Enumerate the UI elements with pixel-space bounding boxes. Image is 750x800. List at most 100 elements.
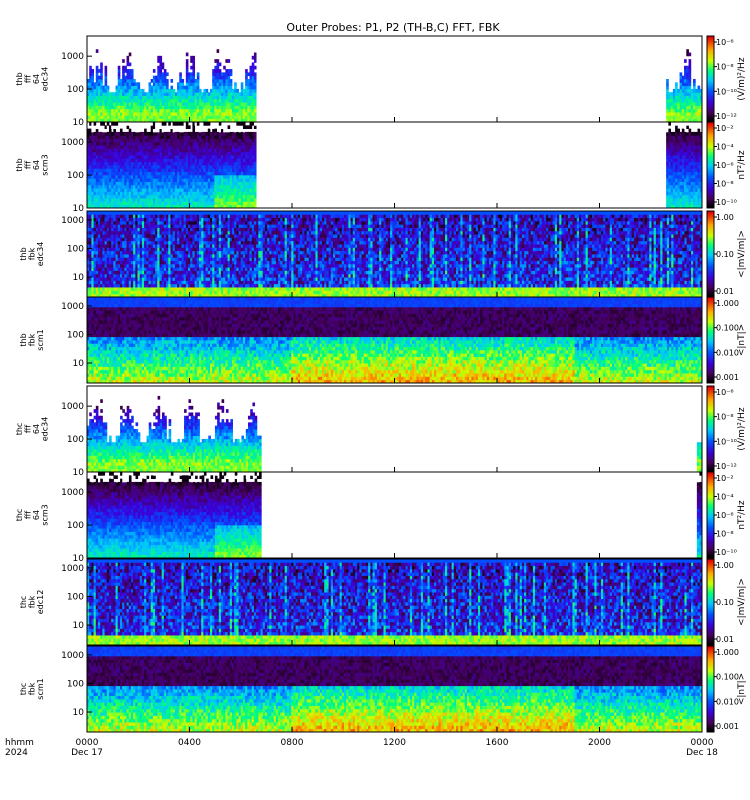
heat-cell xyxy=(695,175,698,179)
colorbar: 10⁻⁶10⁻⁸10⁻¹⁰10⁻¹²(V/m)²/Hz xyxy=(707,36,747,122)
heat-cell xyxy=(107,89,110,93)
heat-cell xyxy=(675,172,678,176)
heat-cell xyxy=(695,182,698,186)
heat-cell xyxy=(208,129,211,133)
heat-cell xyxy=(120,129,123,133)
panel-0: thbfff64edc3410001001010⁻⁶10⁻⁸10⁻¹⁰10⁻¹²… xyxy=(15,36,747,128)
heat-cell xyxy=(94,122,97,126)
heat-cell xyxy=(91,72,94,76)
heat-cell xyxy=(208,122,211,126)
heat-cell xyxy=(219,69,222,73)
heat-cell xyxy=(170,79,173,83)
heat-cell xyxy=(105,79,108,83)
heat-cell xyxy=(252,69,255,73)
heat-cell xyxy=(243,122,246,126)
heat-cell xyxy=(686,86,689,90)
heat-cell xyxy=(254,102,257,106)
heat-cell xyxy=(695,139,698,143)
heat-cell xyxy=(695,158,698,162)
panel-ylabel: thbfbkedc34 xyxy=(19,242,45,267)
heat-cell xyxy=(698,129,701,133)
heat-cell xyxy=(254,139,257,143)
heat-cell xyxy=(689,129,692,133)
heat-cell xyxy=(214,122,217,126)
heat-cell xyxy=(217,49,220,53)
heat-cell xyxy=(686,96,689,100)
heat-cell xyxy=(686,182,689,186)
heat-cell xyxy=(686,66,689,70)
heat-cell xyxy=(199,129,202,133)
heat-cell xyxy=(668,129,671,133)
heat-cell xyxy=(675,145,678,149)
heat-cell xyxy=(122,59,125,63)
heat-cell xyxy=(234,86,237,90)
panels-group: thbfff64edc3410001001010⁻⁶10⁻⁸10⁻¹⁰10⁻¹²… xyxy=(15,36,747,732)
heat-cell xyxy=(162,66,165,70)
heat-cell xyxy=(675,112,678,116)
heat-cell xyxy=(686,172,689,176)
heat-cell xyxy=(105,69,108,73)
heat-cell xyxy=(686,82,689,86)
heat-cell xyxy=(254,132,257,136)
heat-cell xyxy=(695,152,698,156)
heat-cell xyxy=(100,82,103,86)
panel-1: thbfff64scm310001001010⁻²10⁻⁴10⁻⁶10⁻⁸10⁻… xyxy=(15,122,747,214)
heat-cell xyxy=(254,142,257,146)
heat-cell xyxy=(666,89,669,93)
heat-cell xyxy=(234,82,237,86)
heat-cell xyxy=(686,198,689,202)
heat-cell xyxy=(105,66,108,70)
heat-cell xyxy=(675,132,678,136)
heat-cell xyxy=(698,86,701,90)
heat-cell xyxy=(91,125,94,129)
heat-cell xyxy=(254,182,257,186)
heat-cell xyxy=(254,195,257,199)
heat-cell xyxy=(166,86,169,90)
heat-cell xyxy=(105,129,108,133)
heat-cell xyxy=(254,72,257,76)
heat-cell xyxy=(675,89,678,93)
heat-cell xyxy=(686,115,689,119)
heat-cell xyxy=(223,66,226,70)
heat-cell xyxy=(666,79,669,83)
heat-cell xyxy=(219,62,222,66)
heat-cell xyxy=(693,82,696,86)
heat-cell xyxy=(228,76,231,80)
heat-cell xyxy=(675,109,678,113)
heat-cell xyxy=(96,72,99,76)
heat-cell xyxy=(695,132,698,136)
colorbar-tick-label: 10⁻⁶ xyxy=(716,38,734,47)
heat-cell xyxy=(107,86,110,90)
heat-cell xyxy=(695,162,698,166)
heat-cell xyxy=(192,69,195,73)
heat-cell xyxy=(239,129,242,133)
heat-cell xyxy=(695,92,698,96)
heat-cell xyxy=(686,139,689,143)
heat-cell xyxy=(675,92,678,96)
heat-cell xyxy=(192,129,195,133)
heat-cell xyxy=(179,76,182,80)
chart-title: Outer Probes: P1, P2 (TH-B,C) FFT, FBK xyxy=(286,21,500,34)
heat-cell xyxy=(254,109,257,113)
heat-cell xyxy=(254,122,257,126)
heat-cell xyxy=(192,56,195,60)
heat-cell xyxy=(100,62,103,66)
heat-cell xyxy=(133,79,136,83)
colorbar-tick-label: 10⁻⁴ xyxy=(716,143,734,152)
heat-cell xyxy=(254,86,257,90)
heat-cell xyxy=(228,129,231,133)
heat-cell xyxy=(254,135,257,139)
heat-cell xyxy=(680,72,683,76)
heat-cell xyxy=(192,66,195,70)
heat-cell xyxy=(164,76,167,80)
heat-cell xyxy=(686,155,689,159)
heat-cell xyxy=(129,129,132,133)
panel-ylabel-line: edc34 xyxy=(36,242,45,267)
heat-cell xyxy=(689,69,692,73)
heat-cell xyxy=(686,158,689,162)
heat-cell xyxy=(675,188,678,192)
heat-cell xyxy=(686,145,689,149)
y-tick-label: 1000 xyxy=(61,52,84,62)
heat-cell xyxy=(230,69,233,73)
heat-cell xyxy=(186,59,189,63)
